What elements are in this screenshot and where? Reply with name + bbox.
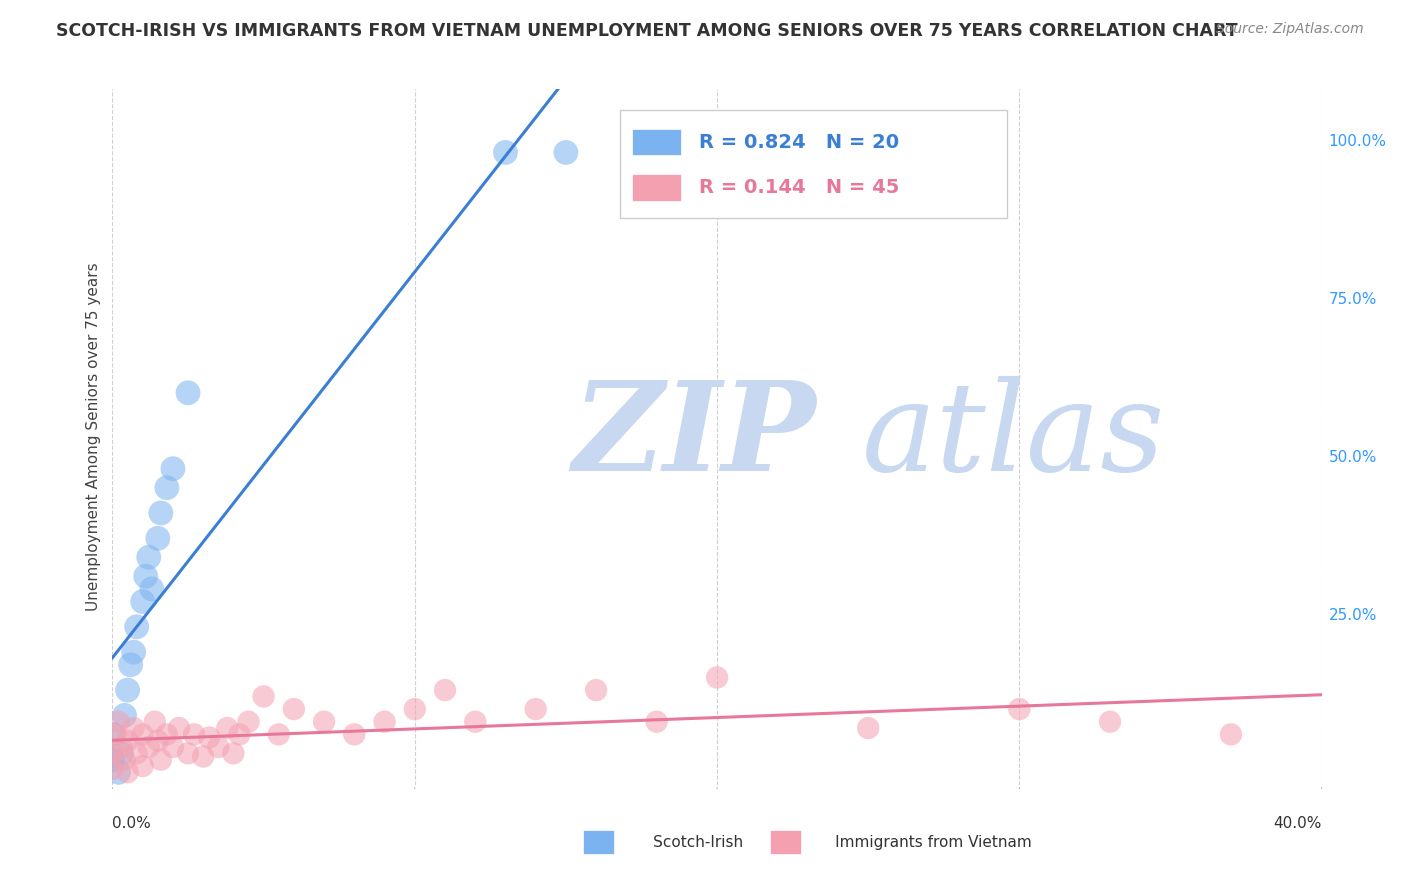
Point: [217, 721, 239, 735]
Text: ZIP: ZIP: [572, 376, 815, 498]
Point: [146, 531, 169, 545]
Text: Source: ZipAtlas.com: Source: ZipAtlas.com: [1216, 22, 1364, 37]
Point: [183, 727, 205, 741]
Point: [122, 721, 145, 735]
Point: [464, 714, 486, 729]
Point: [101, 753, 124, 767]
Point: [198, 731, 221, 745]
Point: [191, 749, 214, 764]
Point: [645, 714, 668, 729]
Point: [314, 714, 336, 729]
Point: [138, 739, 160, 754]
Point: [143, 714, 166, 729]
Bar: [633, 128, 681, 155]
Point: [404, 702, 426, 716]
Point: [167, 721, 190, 735]
Point: [283, 702, 305, 716]
Point: [107, 714, 129, 729]
Point: [1008, 702, 1031, 716]
Point: [343, 727, 366, 741]
Point: [162, 739, 184, 754]
Text: R = 0.824   N = 20: R = 0.824 N = 20: [699, 133, 898, 152]
Bar: [633, 174, 681, 201]
Point: [138, 550, 160, 565]
Point: [146, 733, 169, 747]
Point: [101, 762, 124, 776]
Text: SCOTCH-IRISH VS IMMIGRANTS FROM VIETNAM UNEMPLOYMENT AMONG SENIORS OVER 75 YEARS: SCOTCH-IRISH VS IMMIGRANTS FROM VIETNAM …: [56, 22, 1237, 40]
Point: [162, 461, 184, 475]
Point: [156, 481, 179, 495]
Point: [125, 747, 148, 761]
Text: atlas: atlas: [862, 376, 1166, 498]
Text: 40.0%: 40.0%: [1274, 816, 1322, 831]
Point: [132, 727, 155, 741]
Point: [495, 145, 517, 160]
Point: [135, 569, 157, 583]
Point: [222, 747, 245, 761]
Point: [132, 759, 155, 773]
Point: [125, 620, 148, 634]
Y-axis label: Unemployment Among Seniors over 75 years: Unemployment Among Seniors over 75 years: [86, 263, 101, 611]
Point: [1098, 714, 1121, 729]
Point: [117, 683, 139, 698]
Text: 0.0%: 0.0%: [112, 816, 152, 831]
Point: [856, 721, 880, 735]
Point: [253, 690, 276, 704]
Point: [110, 739, 132, 754]
Point: [141, 582, 163, 596]
Point: [554, 145, 576, 160]
Point: [149, 506, 172, 520]
Point: [177, 385, 200, 400]
Point: [267, 727, 290, 741]
Point: [156, 727, 179, 741]
Point: [132, 594, 155, 608]
Point: [374, 714, 396, 729]
Point: [122, 645, 145, 659]
Point: [149, 753, 172, 767]
Point: [228, 727, 250, 741]
Point: [585, 683, 607, 698]
Point: [114, 753, 136, 767]
Text: Immigrants from Vietnam: Immigrants from Vietnam: [801, 836, 1032, 850]
Point: [207, 739, 229, 754]
Point: [101, 727, 124, 741]
Point: [120, 657, 142, 672]
Point: [104, 727, 127, 741]
Point: [117, 733, 139, 747]
FancyBboxPatch shape: [620, 110, 1007, 218]
Point: [1220, 727, 1243, 741]
Text: R = 0.144   N = 45: R = 0.144 N = 45: [699, 178, 900, 197]
Point: [433, 683, 456, 698]
Text: Scotch-Irish: Scotch-Irish: [619, 836, 742, 850]
Point: [110, 747, 132, 761]
Point: [117, 765, 139, 780]
Point: [524, 702, 547, 716]
Point: [706, 670, 728, 684]
Point: [107, 765, 129, 780]
Point: [101, 747, 124, 761]
Point: [114, 708, 136, 723]
Point: [177, 747, 200, 761]
Point: [238, 714, 260, 729]
